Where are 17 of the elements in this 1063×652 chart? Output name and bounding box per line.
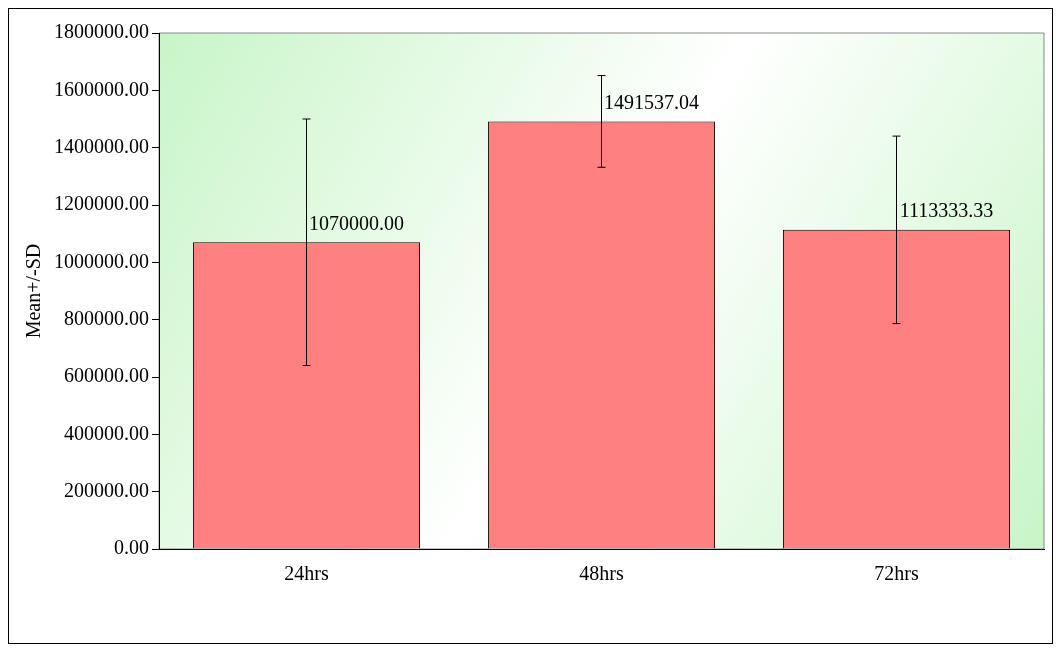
x-tick-label: 48hrs	[579, 562, 624, 585]
y-tick-label: 200000.00	[64, 478, 149, 501]
x-tick-label: 24hrs	[284, 562, 329, 585]
data-label: 1491537.04	[604, 90, 699, 113]
y-tick-label: 1000000.00	[54, 249, 149, 272]
y-tick-label: 800000.00	[64, 306, 149, 329]
y-tick-label: 600000.00	[64, 364, 149, 387]
y-tick-label: 1400000.00	[54, 134, 149, 157]
x-tick-label: 72hrs	[874, 562, 919, 585]
y-tick-label: 1200000.00	[54, 192, 149, 215]
y-axis-title: Mean+/-SD	[22, 243, 45, 339]
y-tick-label: 1800000.00	[54, 20, 149, 43]
y-tick-label: 0.00	[114, 536, 149, 559]
data-label: 1070000.00	[309, 211, 404, 234]
data-label: 1113333.33	[899, 199, 994, 222]
y-tick-label: 1600000.00	[54, 77, 149, 100]
y-tick-label: 400000.00	[64, 421, 149, 444]
